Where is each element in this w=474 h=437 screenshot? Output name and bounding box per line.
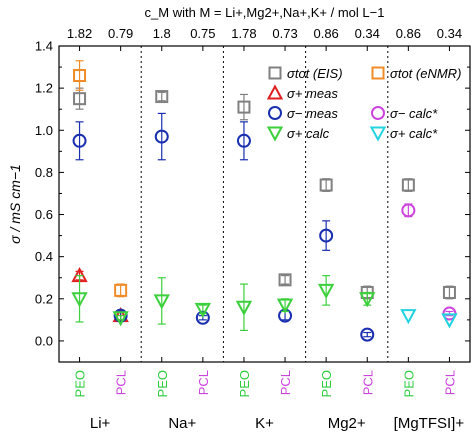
data-point <box>319 228 334 243</box>
legend: σtot (EIS) σtot (eNMR) σ+ meas σ− meas σ+ ca… <box>266 66 461 142</box>
top-axis-title: c_M with M = Li+,Mg2+,Na+,K+ / mol L−1 <box>145 5 385 20</box>
x-tick-label: PCL <box>114 370 129 395</box>
top-tick-label: 0.75 <box>190 26 215 41</box>
legend-marker <box>268 66 282 80</box>
top-tick-label: 1.8 <box>153 26 171 41</box>
legend-label: σtot (EIS) <box>287 66 343 81</box>
data-point <box>441 313 458 329</box>
data-point <box>236 133 251 148</box>
group-label: Li+ <box>90 415 111 432</box>
top-tick-label: 1.82 <box>67 26 92 41</box>
legend-marker <box>371 66 385 80</box>
group-label: [MgTFSI]+ <box>394 415 465 432</box>
data-point <box>112 311 129 327</box>
y-tick-label: 0.0 <box>35 333 53 348</box>
data-point <box>401 178 415 192</box>
data-point <box>154 129 169 144</box>
x-tick-label: PCL <box>278 370 293 395</box>
data-point <box>194 302 212 318</box>
y-tick-label: 0.6 <box>35 207 53 222</box>
data-point <box>360 327 375 342</box>
top-tick-label: 0.86 <box>396 26 421 41</box>
top-tick-label: 0.34 <box>437 26 462 41</box>
x-tick-label: PEO <box>73 370 88 397</box>
top-tick-label: 0.79 <box>108 26 133 41</box>
legend-marker <box>268 106 282 120</box>
group-label: Na+ <box>168 415 196 432</box>
legend-label: σ− meas <box>287 106 338 121</box>
data-point <box>278 273 292 287</box>
plot-frame <box>58 45 471 363</box>
data-point <box>155 90 169 104</box>
legend-label: σ− calc* <box>390 106 438 121</box>
data-point <box>359 292 376 308</box>
data-point <box>73 68 87 82</box>
data-point <box>235 300 253 316</box>
data-point <box>153 294 170 310</box>
y-tick-label: 0.8 <box>35 165 53 180</box>
legend-marker <box>371 106 385 120</box>
x-tick-label: PCL <box>442 370 457 395</box>
legend-label: σtot (eNMR) <box>390 66 461 81</box>
data-point <box>113 308 128 323</box>
data-point <box>442 285 456 299</box>
data-point <box>401 203 416 218</box>
group-label: K+ <box>255 415 274 432</box>
group-label: Mg2+ <box>328 415 366 432</box>
legend-marker <box>369 126 387 142</box>
y-tick-label: 1.4 <box>35 39 53 54</box>
top-tick-label: 0.86 <box>313 26 338 41</box>
data-point <box>73 92 87 106</box>
data-point <box>317 283 335 299</box>
y-tick-label: 0.2 <box>35 291 53 306</box>
x-tick-label: PEO <box>319 370 334 397</box>
x-tick-label: PEO <box>237 370 252 397</box>
x-tick-label: PCL <box>196 370 211 395</box>
data-point <box>319 178 333 192</box>
marks-layer <box>71 60 458 342</box>
x-tick-label: PEO <box>155 370 170 397</box>
legend-marker <box>266 126 284 142</box>
top-tick-label: 0.73 <box>272 26 297 41</box>
y-tick-label: 0.4 <box>35 249 53 264</box>
data-point <box>71 292 88 308</box>
x-tick-label: PCL <box>360 370 375 395</box>
legend-label: σ+ calc <box>287 126 330 141</box>
legend-marker <box>266 84 284 100</box>
axes-layer: 0.0 0.2 0.4 0.6 0.8 1.0 1.2 1.4 σ / mS cm−1 c_M w… <box>7 5 471 432</box>
y-tick-label: 1.2 <box>35 81 53 96</box>
y-axis-label: σ / mS cm−1 <box>7 164 23 244</box>
data-point <box>237 100 251 114</box>
data-point <box>72 133 87 148</box>
legend-label: σ+ calc* <box>390 126 438 141</box>
legend-label: σ+ meas <box>287 86 338 101</box>
data-point <box>114 283 128 297</box>
data-point <box>400 309 417 325</box>
data-point <box>276 298 294 314</box>
top-tick-label: 0.34 <box>355 26 380 41</box>
top-tick-label: 1.78 <box>231 26 256 41</box>
y-tick-label: 1.0 <box>35 123 53 138</box>
x-tick-label: PEO <box>401 370 416 397</box>
